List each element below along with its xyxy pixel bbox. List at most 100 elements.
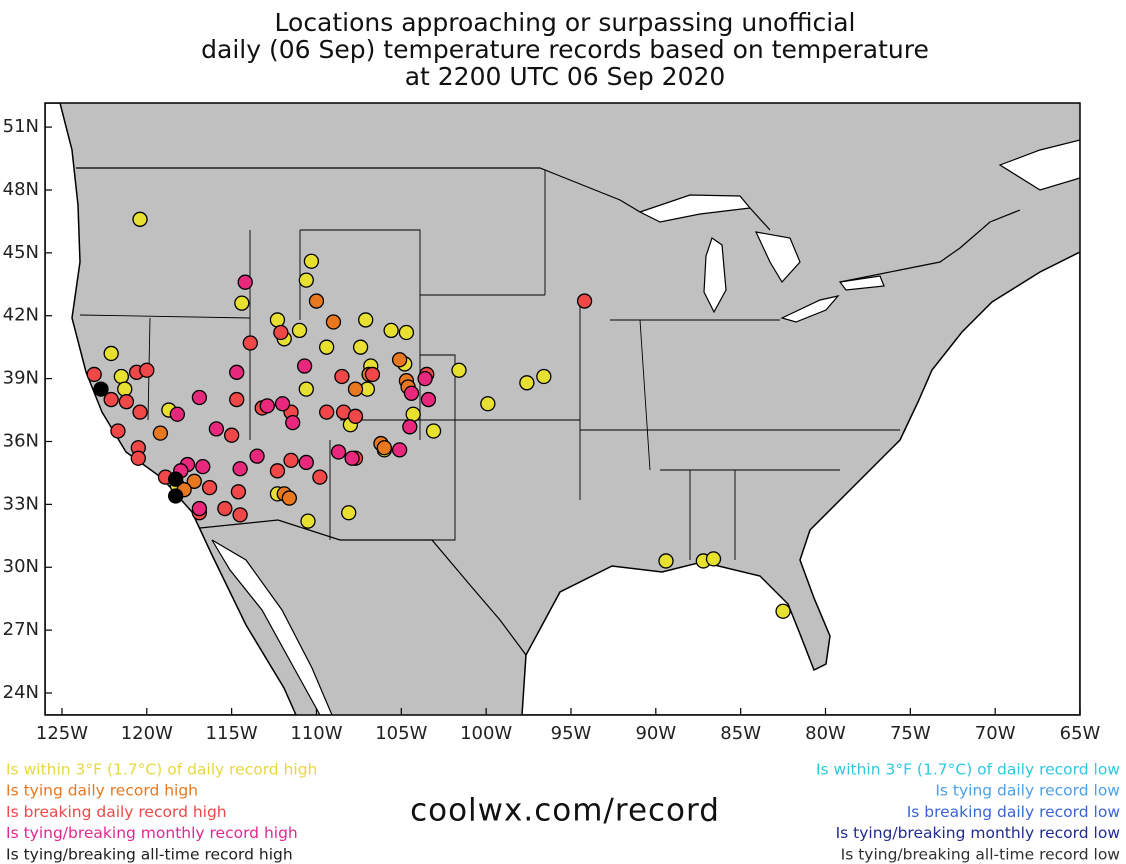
station-point xyxy=(298,454,314,471)
legend-entry: Is breaking daily record high xyxy=(6,803,227,821)
y-tick-label: 51N xyxy=(3,116,39,137)
station-point xyxy=(420,391,437,408)
station-point xyxy=(283,452,299,468)
station-point xyxy=(249,448,265,464)
station-point xyxy=(103,345,119,362)
legend-entry: Is tying daily record high xyxy=(6,782,198,800)
station-point xyxy=(232,461,248,477)
station-point xyxy=(291,322,308,339)
station-point xyxy=(298,381,314,397)
station-point xyxy=(273,324,289,341)
x-tick-label: 90W xyxy=(635,723,676,744)
gulf-atlantic xyxy=(521,251,1080,715)
station-point xyxy=(344,450,360,466)
legend-entry: Is within 3°F (1.7°C) of daily record lo… xyxy=(816,761,1120,779)
station-point xyxy=(139,362,155,378)
station-point xyxy=(217,500,233,517)
station-point xyxy=(312,469,328,485)
y-tick-label: 39N xyxy=(3,368,39,389)
station-point xyxy=(347,408,364,424)
station-point xyxy=(208,421,225,437)
station-point xyxy=(303,253,320,269)
station-point xyxy=(281,490,297,506)
chart-title: daily (06 Sep) temperature records based… xyxy=(201,35,929,64)
lake-erie xyxy=(780,295,840,323)
station-point xyxy=(232,507,248,523)
y-tick-label: 48N xyxy=(3,179,39,200)
station-point xyxy=(358,312,374,328)
x-tick-label: 115W xyxy=(206,723,258,744)
station-point xyxy=(364,366,381,383)
gulf-st-lawrence xyxy=(998,139,1080,191)
station-point xyxy=(191,389,208,406)
station-point xyxy=(86,366,102,383)
chart-title: at 2200 UTC 06 Sep 2020 xyxy=(405,62,726,91)
y-tick-label: 27N xyxy=(3,619,39,640)
station-point xyxy=(234,295,250,311)
station-point xyxy=(186,473,202,489)
y-tick-label: 42N xyxy=(3,305,39,326)
x-tick-label: 100W xyxy=(460,723,512,744)
station-point xyxy=(191,500,208,517)
station-point xyxy=(775,603,791,619)
station-point xyxy=(334,368,350,385)
station-point xyxy=(118,394,135,410)
x-tick-label: 120W xyxy=(121,723,173,744)
lake-michigan xyxy=(703,237,727,314)
map xyxy=(45,103,1080,715)
legend-entry: Is tying/breaking all-time record low xyxy=(841,845,1121,863)
station-point xyxy=(113,368,130,385)
station-point xyxy=(103,391,119,408)
station-point xyxy=(425,423,442,439)
station-point xyxy=(347,381,364,397)
station-point xyxy=(132,211,148,227)
station-point xyxy=(536,368,552,385)
station-point xyxy=(259,398,275,414)
station-point xyxy=(391,442,408,458)
station-point xyxy=(405,406,421,422)
station-point xyxy=(269,463,286,479)
x-tick-label: 85W xyxy=(720,723,761,744)
station-point xyxy=(110,423,126,439)
station-point xyxy=(376,440,392,456)
station-point xyxy=(93,381,109,397)
x-tick-label: 75W xyxy=(890,723,931,744)
station-point xyxy=(300,513,316,529)
x-tick-label: 65W xyxy=(1060,723,1101,744)
pacific-ocean xyxy=(45,103,297,715)
station-point xyxy=(402,419,418,435)
chart-title: Locations approaching or surpassing unof… xyxy=(275,8,856,37)
station-point xyxy=(274,396,291,412)
station-point xyxy=(417,370,433,387)
state-lines xyxy=(79,170,900,560)
station-point xyxy=(132,404,148,420)
station-point xyxy=(230,484,247,500)
station-point xyxy=(201,479,218,496)
x-tick-label: 70W xyxy=(975,723,1016,744)
y-tick-label: 45N xyxy=(3,242,39,263)
legend-entry: Is tying daily record low xyxy=(935,782,1120,800)
lake-huron xyxy=(754,231,801,284)
station-point xyxy=(398,324,415,341)
station-point xyxy=(705,551,722,567)
station-point xyxy=(269,312,286,328)
station-point xyxy=(480,396,496,412)
station-point xyxy=(658,553,674,569)
station-point xyxy=(319,339,335,355)
station-point xyxy=(167,488,184,504)
series-points xyxy=(169,274,437,517)
y-tick-label: 36N xyxy=(3,430,39,451)
station-point xyxy=(451,362,467,378)
station-point xyxy=(330,444,347,460)
legend-entry: Is breaking daily record low xyxy=(907,803,1121,821)
station-point xyxy=(169,406,185,422)
station-point xyxy=(298,272,314,288)
station-point xyxy=(229,364,245,380)
station-point xyxy=(391,352,408,368)
x-tick-label: 105W xyxy=(375,723,427,744)
station-point xyxy=(285,414,301,431)
station-point xyxy=(341,505,357,521)
legend-entry: Is tying/breaking all-time record high xyxy=(6,845,293,863)
